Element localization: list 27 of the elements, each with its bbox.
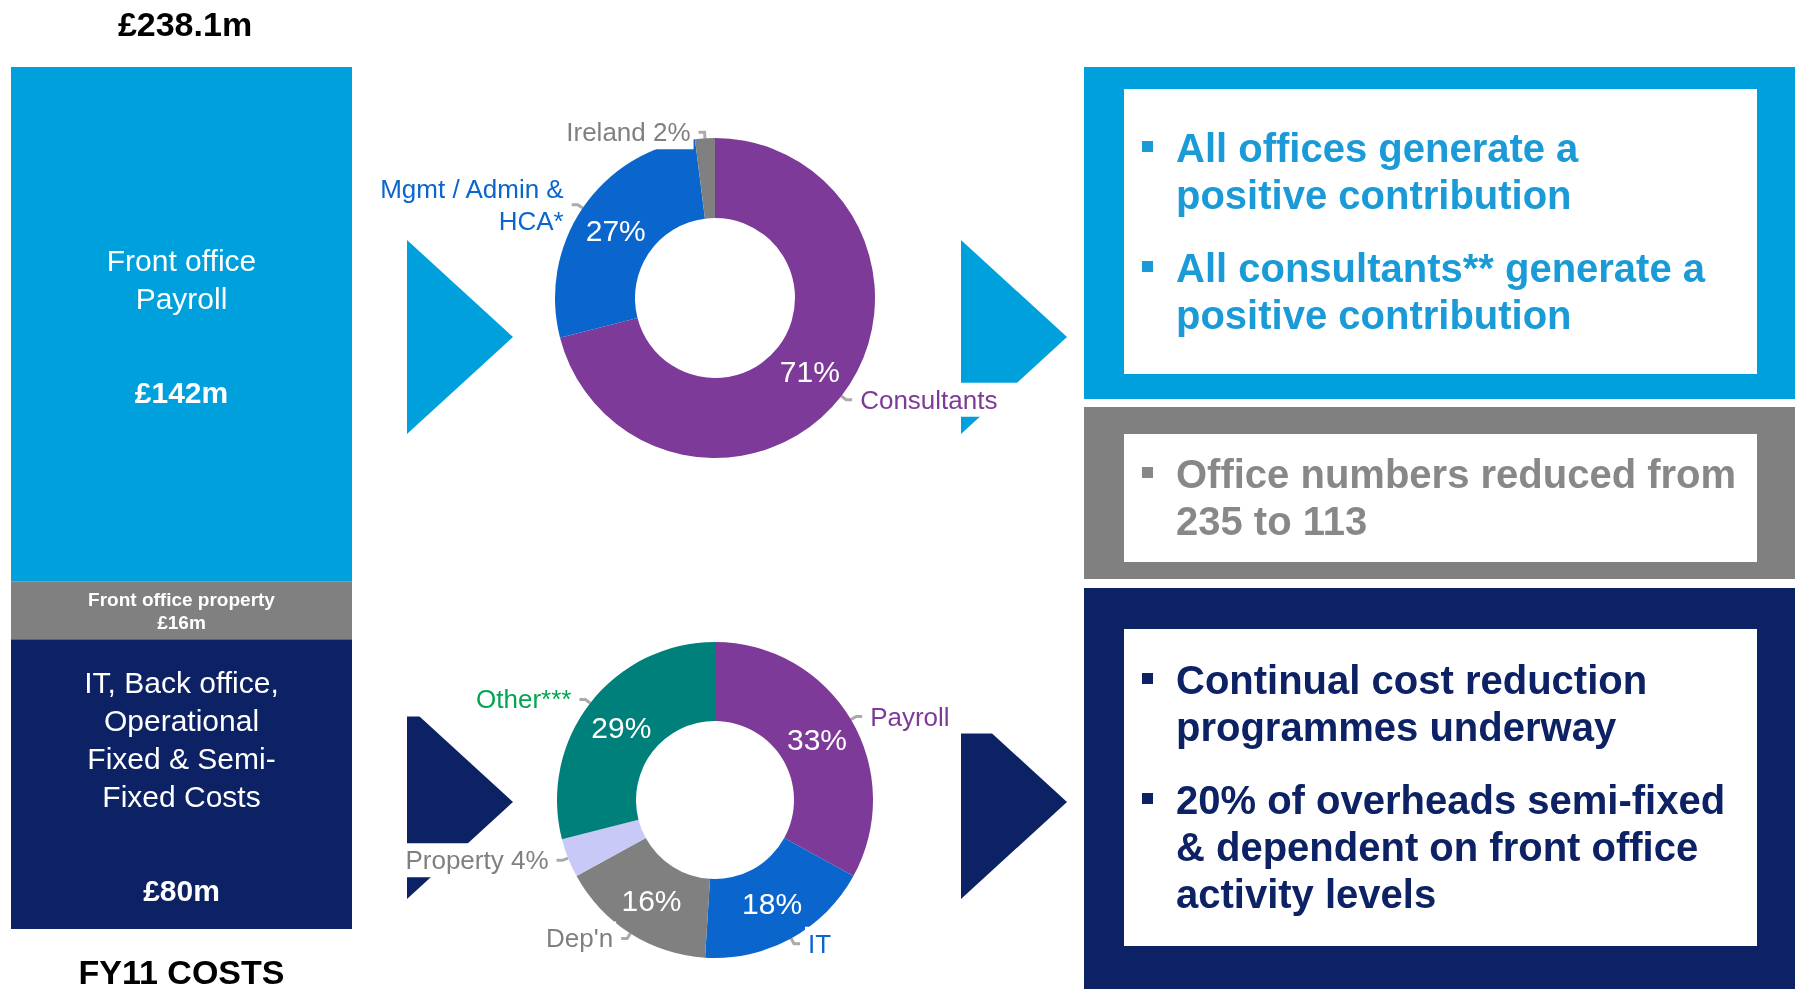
slice-label: Payroll [870, 701, 950, 732]
data-label: £80m [143, 873, 220, 907]
data-label: £142m [134, 375, 229, 409]
series-label: IT, Back office, Operational Fixed & Semi-Fixed Costs [84, 665, 279, 813]
text: All offices generate a positive contribution [1176, 124, 1580, 219]
slice-label: Ireland 2% [566, 117, 691, 148]
slice-label: Consultants [860, 384, 998, 415]
data-label: 18% [742, 887, 803, 921]
x-axis-title: FY11 COSTS [78, 953, 285, 991]
data-label: 16% [621, 883, 682, 917]
slice-label: Mgmt / Admin & HCA* [380, 173, 564, 236]
slice-label: Property 4% [405, 845, 549, 876]
series-label: Front office property [88, 588, 276, 610]
data-label: 71% [779, 355, 840, 389]
slice-label: Dep'n [546, 923, 614, 954]
data-label: 33% [786, 723, 848, 757]
slice-label: Other*** [476, 684, 572, 715]
data-label: £16m [157, 612, 206, 634]
text: 20% of overheads semi-fixed & dependent on front office activity levels [1176, 777, 1727, 918]
chart-title: £238.1m [117, 5, 253, 43]
slice-label: IT [808, 928, 832, 959]
data-label: 27% [585, 214, 646, 248]
text: Office numbers reduced from 235 to 113 [1176, 451, 1737, 545]
series-label: Front office Payroll [106, 243, 257, 315]
data-label: 29% [591, 710, 652, 744]
text: Continual cost reduction programmes underway [1176, 657, 1649, 751]
text: All consultants** generate a positive contribution [1176, 244, 1707, 339]
